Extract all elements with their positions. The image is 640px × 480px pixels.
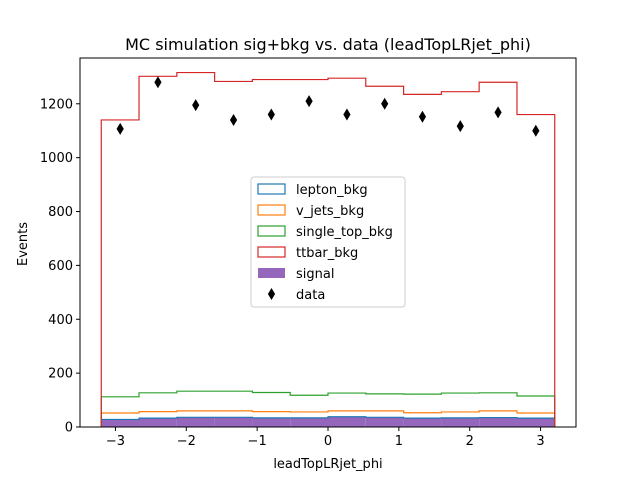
chart-title: MC simulation sig+bkg vs. data (leadTopL… [125, 35, 531, 55]
bar-signal-4 [252, 417, 291, 427]
step-lepton_bkg [100, 416, 556, 427]
bar-signal-3 [214, 417, 253, 427]
y-tick-label: 0 [65, 421, 73, 436]
y-tick-label: 400 [48, 313, 73, 328]
legend-swatch-signal [258, 268, 285, 278]
bar-signal-6 [328, 416, 366, 427]
legend-label-single_top_bkg: single_top_bkg [296, 225, 393, 240]
bar-signal-7 [365, 417, 404, 427]
y-tick-label: 1200 [40, 97, 73, 112]
bar-signal-5 [290, 417, 328, 427]
data-point-4 [267, 108, 275, 121]
y-axis: 0 200 400 600 800 1000 1200 [40, 97, 80, 436]
x-tick-label: −2 [177, 434, 196, 449]
x-tick-label: 0 [324, 434, 332, 449]
legend-swatch-ttbar_bkg [257, 246, 286, 258]
legend-swatch-single_top_bkg [257, 225, 286, 237]
bar-signal-0 [101, 419, 140, 427]
plot-area [79, 57, 577, 428]
data-point-8 [418, 110, 427, 123]
data-point-10 [494, 106, 502, 119]
x-tick-label: 2 [466, 434, 474, 449]
legend-box [250, 176, 406, 308]
legend-label-lepton_bkg: lepton_bkg [296, 183, 368, 198]
legend: lepton_bkg v_jets_bkg single_top_bkg ttbar_… [250, 176, 406, 308]
bar-signal-9 [441, 417, 480, 427]
data-point-9 [456, 120, 464, 133]
step-single_top_bkg [100, 390, 556, 427]
data-point-5 [305, 95, 313, 108]
x-tick-label: −3 [106, 434, 125, 449]
data-point-6 [343, 108, 351, 121]
x-tick-label: 3 [536, 434, 544, 449]
legend-swatch-v_jets_bkg [257, 204, 286, 216]
y-tick-label: 200 [48, 367, 73, 382]
y-tick-label: 1000 [40, 151, 73, 166]
x-axis: −3 −2 −1 0 1 2 3 [106, 427, 545, 449]
y-tick-label: 600 [48, 259, 73, 274]
data-point-2 [192, 99, 200, 112]
legend-swatch-lepton_bkg [257, 183, 286, 195]
legend-label-ttbar_bkg: ttbar_bkg [296, 246, 358, 261]
data-point-0 [116, 122, 124, 135]
data-point-11 [532, 124, 540, 137]
legend-swatch-data [267, 288, 276, 300]
bar-signal-10 [479, 417, 517, 427]
bar-signal-2 [176, 417, 215, 427]
bar-signal-1 [139, 418, 177, 427]
bar-signal-11 [516, 418, 555, 427]
x-tick-label: 1 [395, 434, 403, 449]
step-ttbar_bkg [100, 71, 556, 427]
y-tick-label: 800 [48, 205, 73, 220]
x-axis-label: leadTopLRjet_phi [273, 457, 382, 472]
x-tick-label: −1 [248, 434, 267, 449]
data-point-3 [229, 113, 238, 126]
y-axis-label: Events [16, 222, 31, 266]
data-point-7 [381, 97, 389, 110]
legend-label-data: data [296, 288, 325, 303]
legend-label-signal: signal [296, 267, 334, 282]
bar-signal-8 [403, 418, 442, 427]
legend-label-v_jets_bkg: v_jets_bkg [296, 204, 364, 219]
data-point-1 [154, 76, 162, 89]
step-v_jets_bkg [100, 410, 556, 427]
